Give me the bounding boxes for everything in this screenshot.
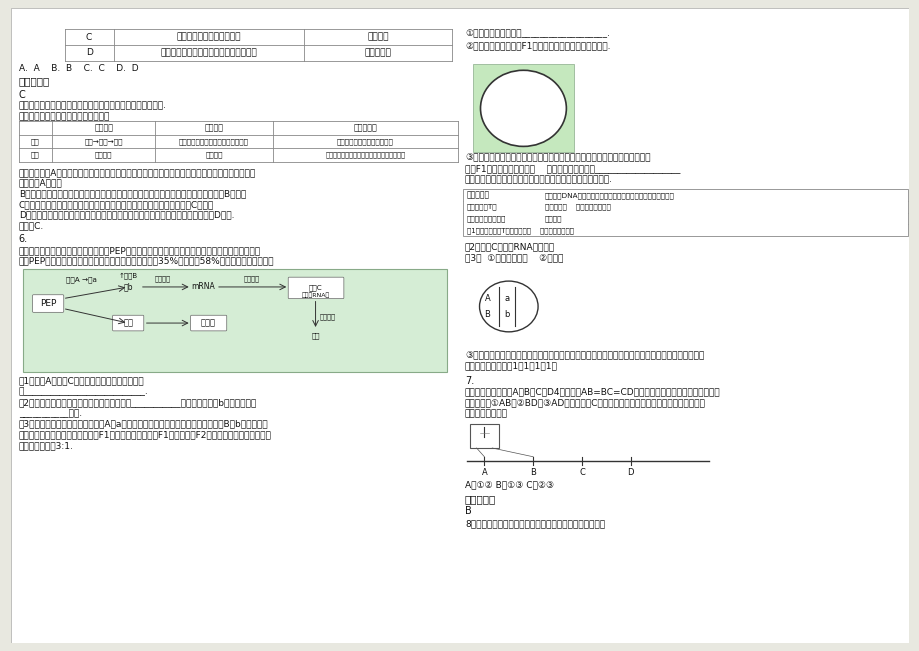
Text: 油菜细胞中有一种中间代谢产物简称为PEP，其运输到种子后有下图所示的两条转化途径，利研人员: 油菜细胞中有一种中间代谢产物简称为PEP，其运输到种子后有下图所示的两条转化途径… (18, 246, 261, 255)
Text: 再加倍，获得纯合子: 再加倍，获得纯合子 (466, 215, 505, 222)
Text: 单链: 单链 (311, 333, 320, 339)
Text: 基因重组: 基因重组 (95, 152, 112, 158)
Text: （1）基因A与物质C在化学维度上的区别是前者含: （1）基因A与物质C在化学维度上的区别是前者含 (18, 377, 144, 386)
FancyBboxPatch shape (190, 315, 226, 331)
Text: 用紫外线照射青霉菌培育高产青霉素菌株: 用紫外线照射青霉菌培育高产青霉素菌株 (160, 48, 256, 57)
Text: 蛋白质: 蛋白质 (200, 318, 215, 327)
Text: （1）翻酸糖苷（T）和脱氧核糖    （错一处不得分）: （1）翻酸糖苷（T）和脱氧核糖 （错一处不得分） (466, 227, 573, 234)
Text: 相反方向偏转的有: 相反方向偏转的有 (464, 409, 507, 418)
Text: ②请在右侧圆圈中画出F1的染色体组成并标出基因的位置.: ②请在右侧圆圈中画出F1的染色体组成并标出基因的位置. (464, 41, 609, 50)
Text: 根据PEP的转化途培育出了高油油菜（即产油率由原来的35%提高到了58%）。请回答下列问题：: 根据PEP的转化途培育出了高油油菜（即产油率由原来的35%提高到了58%）。请回… (18, 256, 274, 266)
Text: C: C (85, 33, 92, 42)
Text: 【解答】解：A、利用高茎豌豆和高茎豌豆杂交培育矮茎豌豆，属于性状分离现象，其根本原因是基: 【解答】解：A、利用高茎豌豆和高茎豌豆杂交培育矮茎豌豆，属于性状分离现象，其根本… (18, 168, 255, 177)
Text: 染色体变异（染色体组先成倍减少，再加倍）: 染色体变异（染色体组先成倍减少，再加倍） (325, 152, 405, 158)
Text: b: b (504, 310, 509, 319)
Text: a: a (504, 294, 509, 303)
Text: 基因A →酶a: 基因A →酶a (66, 277, 96, 283)
Ellipse shape (479, 281, 538, 332)
FancyBboxPatch shape (32, 295, 63, 312)
Text: （双链RNA）: （双链RNA） (301, 292, 329, 298)
FancyBboxPatch shape (288, 277, 344, 299)
Text: 油脂: 油脂 (123, 318, 133, 327)
Text: 胞膜的表面①AB、②BD、③AD之间，若在C处给一强刺激，其中电流计指针能够发生两次: 胞膜的表面①AB、②BD、③AD之间，若在C处给一强刺激，其中电流计指针能够发生… (464, 398, 705, 408)
Ellipse shape (480, 70, 566, 146)
Bar (472, 64, 573, 152)
Bar (23, 270, 447, 372)
Text: D: D (627, 469, 633, 477)
Text: 和脱氧核糖    （错一处不得分）: 和脱氧核糖 （错一处不得分） (544, 204, 610, 210)
Text: C: C (18, 90, 26, 100)
Text: B: B (484, 310, 490, 319)
Text: C: C (578, 469, 584, 477)
Text: 基因突变: 基因突变 (205, 152, 222, 158)
Text: 右图的神经纤维上有A、B、C、D4个点，且AB=BC=CD，现将一个电流计连接到神经纤维细: 右图的神经纤维上有A、B、C、D4个点，且AB=BC=CD，现将一个电流计连接到… (464, 387, 720, 396)
Text: 杂交育种: 杂交育种 (94, 123, 113, 132)
Text: ___________阶段.: ___________阶段. (18, 409, 82, 418)
Text: mRNA: mRNA (191, 283, 215, 292)
FancyBboxPatch shape (112, 315, 143, 331)
Text: D: D (85, 48, 93, 57)
Text: （3）油菜的花色有黄、白之分（用A、a表示），种子中芥酸含量有高、低之分（用B、b表示），黄: （3）油菜的花色有黄、白之分（用A、a表示），种子中芥酸含量有高、低之分（用B、… (18, 420, 268, 429)
Text: 因分离，A错误；: 因分离，A错误； (18, 178, 62, 187)
Text: B: B (529, 469, 536, 477)
Text: 杂交→自交→选优: 杂交→自交→选优 (85, 138, 123, 145)
Text: 故选：C.: 故选：C. (18, 221, 44, 230)
Text: 基因重组: 基因重组 (544, 215, 562, 222)
Text: （2）物质C（双链RNA）；翻译: （2）物质C（双链RNA）；翻译 (464, 242, 554, 251)
Text: 8．下列关于基因、蛋白质与性状的关系的叙述，错误的是: 8．下列关于基因、蛋白质与性状的关系的叙述，错误的是 (464, 519, 605, 528)
Text: 染色体变异: 染色体变异 (364, 48, 391, 57)
Text: 【分析】四种育种方法的比较如下表：: 【分析】四种育种方法的比较如下表： (18, 112, 110, 121)
Text: 两种，比例约为3:1.: 两种，比例约为3:1. (18, 441, 74, 450)
Text: 6.: 6. (18, 234, 28, 244)
Text: 参考答案：: 参考答案： (464, 494, 495, 504)
Text: 转基因（DNA重组）技术将目的基因引入生物体内，培育新品种: 转基因（DNA重组）技术将目的基因引入生物体内，培育新品种 (544, 192, 674, 199)
Text: 诱导转变: 诱导转变 (319, 313, 335, 320)
Text: B、用普通二倍体子西瓜培育三倍体无子西瓜，属于多倍体育种，原理是染色体变异，B错误；: B、用普通二倍体子西瓜培育三倍体无子西瓜，属于多倍体育种，原理是染色体变异，B错… (18, 189, 245, 199)
Text: 可让F1的白花高芥酸植株与    植株杂交，如果子代___________________: 可让F1的白花高芥酸植株与 植株杂交，如果子代_________________… (464, 164, 679, 173)
Text: 7.: 7. (464, 376, 473, 386)
Text: 基因重组: 基因重组 (367, 33, 389, 42)
Text: 方法: 方法 (31, 138, 40, 145)
Text: A: A (484, 294, 490, 303)
Text: 参考答案：: 参考答案： (466, 191, 490, 200)
Text: 诱导转变（T）: 诱导转变（T） (466, 204, 497, 210)
Text: 原理: 原理 (31, 152, 40, 158)
Bar (462, 189, 907, 236)
Text: 酶b: 酶b (123, 283, 132, 292)
Text: PEP: PEP (40, 299, 56, 308)
Text: 有___________________________.: 有___________________________. (18, 387, 149, 396)
Text: 诱变育种: 诱变育种 (204, 123, 223, 132)
Text: 【考点】杂交育种；诱变育种；生物变异的应用；转基因技术.: 【考点】杂交育种；诱变育种；生物变异的应用；转基因技术. (18, 102, 166, 111)
Text: 物质C: 物质C (309, 284, 322, 291)
Text: ①两对性状中量性性状___________________.: ①两对性状中量性性状___________________. (464, 29, 609, 38)
Text: A: A (481, 469, 487, 477)
Text: 自然转变: 自然转变 (154, 275, 170, 282)
Text: D、用紫外线照射青霉菌培育高产青霉素菌株，属于诱变育种，原理是基因突变，D错误.: D、用紫外线照射青霉菌培育高产青霉素菌株，属于诱变育种，原理是基因突变，D错误. (18, 211, 234, 220)
Text: 利用大肠杆菌来生产胰岛素: 利用大肠杆菌来生产胰岛素 (176, 33, 241, 42)
Text: ↑基因B: ↑基因B (119, 272, 138, 279)
Text: ③若要研究控制花色与芥酸含量的基因在遗传时是否遵循基因自由组合定律，: ③若要研究控制花色与芥酸含量的基因在遗传时是否遵循基因自由组合定律， (464, 152, 650, 161)
Text: （3）  ①白花和高芥酸    ②见右图: （3） ①白花和高芥酸 ②见右图 (464, 254, 562, 263)
Text: ，则说明与芥酸含量的基因在遗传时不遵循基因自由组合定律.: ，则说明与芥酸含量的基因在遗传时不遵循基因自由组合定律. (464, 176, 612, 185)
Text: A.  A    B.  B    C.  C    D.  D: A. A B. B C. C D. D (18, 64, 139, 74)
Text: 辐射诱变、激光诱变、化学药剂处理: 辐射诱变、激光诱变、化学药剂处理 (179, 138, 249, 145)
Text: C、利用大肠杆菌来生产胰岛素，属于基因工程育种，原理是基因重组，C正确；: C、利用大肠杆菌来生产胰岛素，属于基因工程育种，原理是基因重组，C正确； (18, 200, 214, 209)
Text: （2）分析上图可知，油菜含油量提高的原因是___________的形成抑制了脂b合成过程中的: （2）分析上图可知，油菜含油量提高的原因是___________的形成抑制了脂b… (18, 398, 256, 408)
Text: 单倍体育种: 单倍体育种 (353, 123, 377, 132)
Text: 花药离体培养、秋水仙素诱导: 花药离体培养、秋水仙素诱导 (336, 138, 393, 145)
Text: A．①② B．①③ C．②③: A．①② B．①③ C．②③ (464, 480, 553, 489)
Text: ③黄花低芥酸：只有白花高芥酸、黄花低芥酸（或白花高芥酸、黄花低芥酸、白花低芥酸、黄花低芥: ③黄花低芥酸：只有白花高芥酸、黄花低芥酸（或白花高芥酸、黄花低芥酸、白花低芥酸、… (464, 350, 703, 359)
Text: 酸，但比例不是约为1：1：1：1）: 酸，但比例不是约为1：1：1：1） (464, 361, 557, 370)
FancyBboxPatch shape (470, 424, 498, 448)
Text: 参考答案：: 参考答案： (18, 76, 50, 86)
Text: B: B (464, 506, 471, 516)
Text: 非模板链: 非模板链 (244, 275, 260, 282)
Text: 花低芥酸和白花高芥酸油菜杂交，F1全部为白花高芥酸，F1自交得到的F2有白花高芥酸和黄花低芥酸: 花低芥酸和白花高芥酸油菜杂交，F1全部为白花高芥酸，F1自交得到的F2有白花高芥… (18, 430, 271, 439)
